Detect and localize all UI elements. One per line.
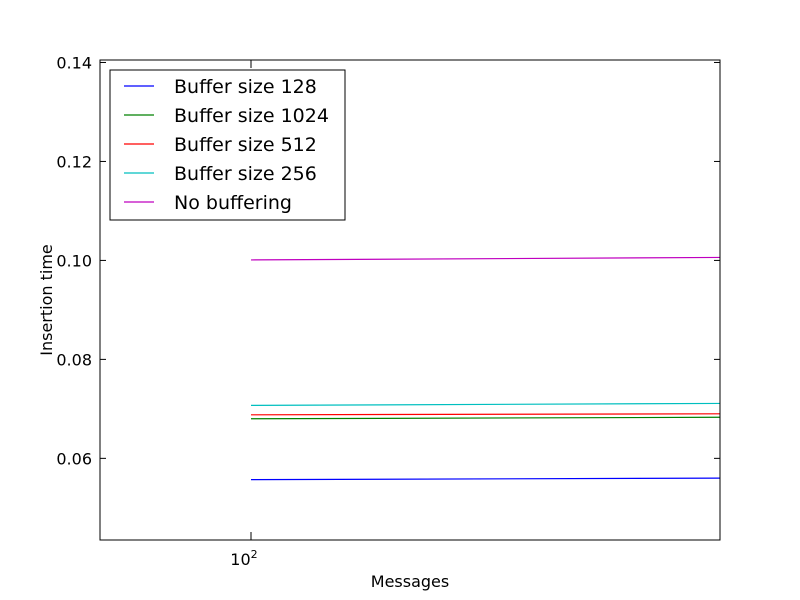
y-tick-label: 0.12: [56, 152, 92, 171]
x-axis-ticks: 102: [230, 60, 258, 569]
series-line-1: [250, 477, 721, 481]
y-tick-label: 0.10: [56, 251, 92, 270]
y-axis-label: Insertion time: [37, 244, 56, 356]
y-tick-label: 0.14: [56, 53, 92, 72]
x-tick-label-base: 10: [230, 550, 250, 569]
series-line-2: [250, 416, 721, 420]
y-tick-label: 0.08: [56, 350, 92, 369]
legend-label-5: No buffering: [174, 192, 292, 214]
x-axis-label: Messages: [371, 572, 449, 591]
legend-label-1: Buffer size 128: [174, 76, 317, 98]
axes-frame: [99, 59, 721, 541]
series-layer: [250, 256, 721, 481]
series-line-3: [250, 413, 721, 416]
legend-label-4: Buffer size 256: [174, 163, 317, 185]
y-axis-ticks: 0.06 0.08 0.10 0.12 0.14: [56, 53, 720, 468]
series-line-5: [250, 256, 721, 261]
legend: Buffer size 128 Buffer size 1024 Buffer si…: [109, 69, 346, 221]
legend-label-3: Buffer size 512: [174, 134, 317, 156]
legend-box: [109, 69, 346, 221]
x-tick-label-exponent: 2: [251, 548, 258, 561]
legend-label-2: Buffer size 1024: [174, 105, 329, 127]
y-tick-label: 0.06: [56, 449, 92, 468]
series-line-4: [250, 402, 721, 406]
x-tick-label: 102: [230, 548, 257, 569]
